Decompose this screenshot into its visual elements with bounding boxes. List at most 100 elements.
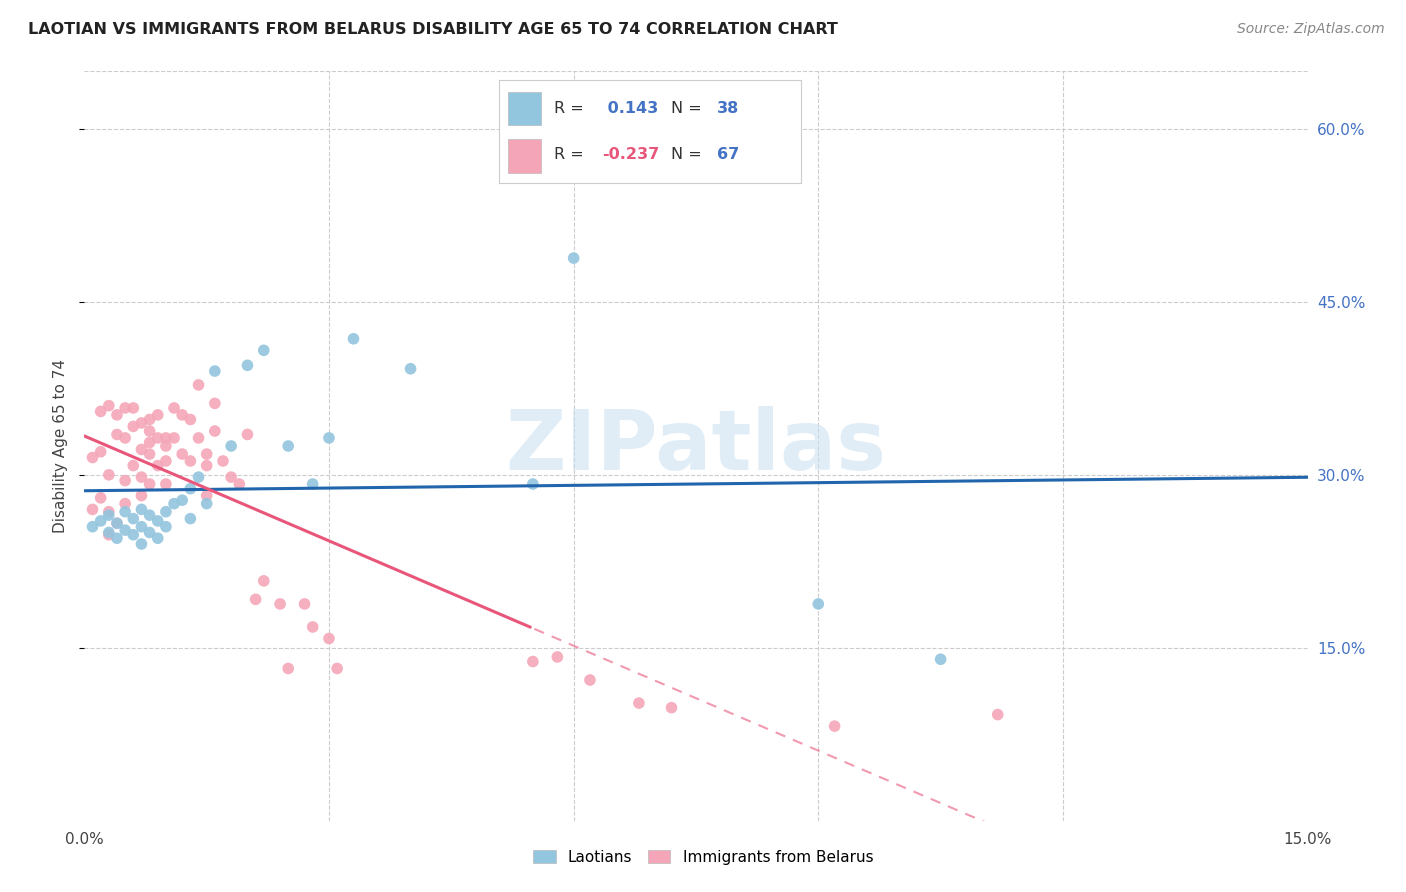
Point	[253, 574, 276, 588]
Point	[97, 525, 120, 540]
Text: 0.143: 0.143	[602, 101, 658, 116]
Point	[277, 661, 299, 675]
Point	[253, 343, 276, 358]
Text: 67: 67	[717, 147, 740, 162]
Point	[187, 378, 209, 392]
Point	[155, 519, 177, 533]
Point	[105, 408, 128, 422]
Point	[131, 519, 153, 533]
Point	[146, 531, 169, 545]
Point	[97, 399, 120, 413]
Point	[131, 537, 153, 551]
Point	[269, 597, 291, 611]
Text: Source: ZipAtlas.com: Source: ZipAtlas.com	[1237, 22, 1385, 37]
Point	[172, 447, 194, 461]
Text: N =: N =	[672, 101, 707, 116]
Point	[228, 477, 250, 491]
Point	[219, 470, 242, 484]
Point	[187, 431, 209, 445]
Point	[90, 404, 112, 418]
Text: 38: 38	[717, 101, 740, 116]
Point	[138, 435, 160, 450]
Point	[82, 519, 104, 533]
Point	[114, 431, 136, 445]
Point	[294, 597, 316, 611]
Point	[131, 489, 153, 503]
Point	[579, 673, 602, 687]
Point	[155, 505, 177, 519]
FancyBboxPatch shape	[508, 139, 541, 173]
Point	[146, 408, 169, 422]
Point	[277, 439, 299, 453]
Point	[204, 396, 226, 410]
Point	[326, 661, 349, 675]
Point	[236, 427, 259, 442]
Point	[172, 493, 194, 508]
Point	[236, 359, 259, 373]
Point	[155, 454, 177, 468]
Point	[399, 361, 422, 376]
Point	[97, 505, 120, 519]
Text: R =: R =	[554, 147, 589, 162]
Point	[138, 412, 160, 426]
Point	[342, 332, 364, 346]
Point	[122, 528, 145, 542]
Point	[105, 516, 128, 531]
Point	[146, 514, 169, 528]
Point	[114, 401, 136, 415]
Point	[204, 424, 226, 438]
Point	[163, 431, 186, 445]
Point	[90, 491, 112, 505]
Point	[219, 439, 242, 453]
Point	[90, 444, 112, 458]
Point	[301, 477, 323, 491]
Point	[522, 655, 544, 669]
Point	[146, 458, 169, 473]
Point	[661, 700, 683, 714]
Point	[318, 632, 340, 646]
FancyBboxPatch shape	[508, 92, 541, 126]
Point	[122, 458, 145, 473]
Point	[172, 408, 194, 422]
Point	[97, 508, 120, 523]
Point	[155, 477, 177, 491]
Legend: Laotians, Immigrants from Belarus: Laotians, Immigrants from Belarus	[527, 844, 879, 871]
Point	[195, 458, 218, 473]
Point	[82, 450, 104, 465]
Point	[138, 508, 160, 523]
Point	[807, 597, 830, 611]
Point	[122, 401, 145, 415]
Y-axis label: Disability Age 65 to 74: Disability Age 65 to 74	[53, 359, 69, 533]
Point	[179, 412, 201, 426]
Point	[90, 514, 112, 528]
Point	[155, 439, 177, 453]
Point	[122, 511, 145, 525]
Point	[195, 447, 218, 461]
Point	[824, 719, 846, 733]
Point	[138, 424, 160, 438]
Point	[138, 525, 160, 540]
Point	[212, 454, 235, 468]
Point	[179, 511, 201, 525]
Text: N =: N =	[672, 147, 707, 162]
Point	[562, 251, 585, 265]
Point	[138, 447, 160, 461]
Point	[245, 592, 267, 607]
Point	[97, 528, 120, 542]
Point	[114, 474, 136, 488]
Point	[122, 419, 145, 434]
Point	[204, 364, 226, 378]
Point	[131, 442, 153, 457]
Point	[318, 431, 340, 445]
Point	[82, 502, 104, 516]
Point	[195, 489, 218, 503]
Point	[138, 477, 160, 491]
Point	[929, 652, 952, 666]
Text: -0.237: -0.237	[602, 147, 659, 162]
Point	[187, 470, 209, 484]
Point	[179, 482, 201, 496]
Point	[114, 505, 136, 519]
Point	[163, 497, 186, 511]
Point	[301, 620, 323, 634]
Text: LAOTIAN VS IMMIGRANTS FROM BELARUS DISABILITY AGE 65 TO 74 CORRELATION CHART: LAOTIAN VS IMMIGRANTS FROM BELARUS DISAB…	[28, 22, 838, 37]
